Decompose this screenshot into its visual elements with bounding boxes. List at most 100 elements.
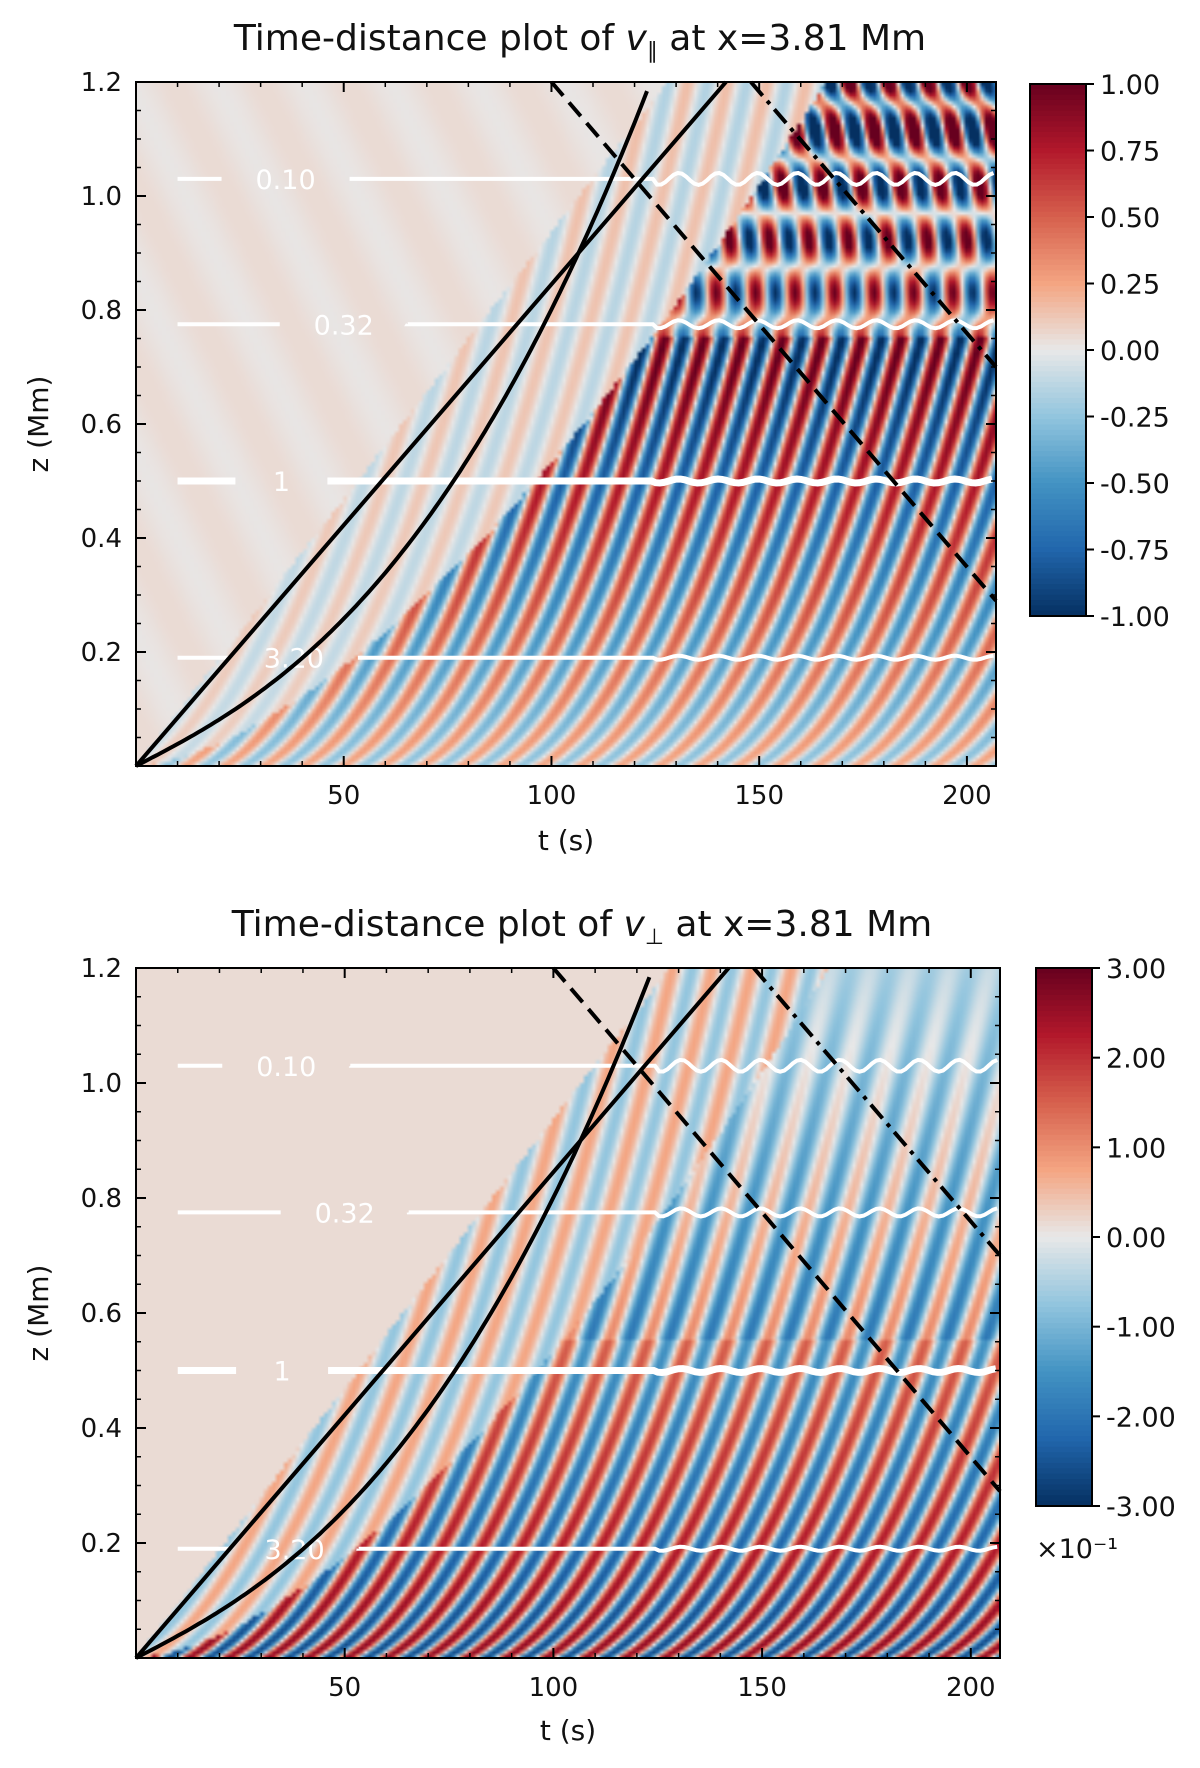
colorbar-segment xyxy=(1030,243,1086,250)
colorbar-segment xyxy=(1036,1247,1092,1254)
colorbar-segment xyxy=(1030,270,1086,277)
colorbar-tick-label: -3.00 xyxy=(1106,1492,1176,1523)
colorbar-segment xyxy=(1036,1339,1092,1346)
colorbar-segment xyxy=(1030,147,1086,154)
colorbar-segment xyxy=(1036,994,1092,1001)
colorbar-segment xyxy=(1030,105,1086,112)
colorbar-segment xyxy=(1036,1220,1092,1227)
x-tick-label: 100 xyxy=(529,1673,579,1703)
colorbar-segment xyxy=(1030,179,1086,186)
title-subscript: ⊥ xyxy=(645,925,664,950)
colorbar-segment xyxy=(1030,195,1086,202)
colorbar-segment xyxy=(1036,1355,1092,1362)
colorbar-segment xyxy=(1030,413,1086,420)
colorbar-segment xyxy=(1030,115,1086,122)
colorbar-segment xyxy=(1030,238,1086,245)
colorbar-segment xyxy=(1036,1167,1092,1174)
colorbar-segment xyxy=(1030,557,1086,564)
colorbar-segment xyxy=(1030,445,1086,452)
colorbar-segment xyxy=(1030,264,1086,271)
colorbar-segment xyxy=(1030,530,1086,537)
colorbar-segment xyxy=(1036,1258,1092,1265)
colorbar-segment xyxy=(1036,1226,1092,1233)
colorbar-segment xyxy=(1036,1134,1092,1141)
colorbar-segment xyxy=(1030,222,1086,229)
colorbar-segment xyxy=(1036,1161,1092,1168)
colorbar-segment xyxy=(1036,1349,1092,1356)
colorbar-tick-label: -1.00 xyxy=(1100,602,1170,633)
colorbar-tick-label: -2.00 xyxy=(1106,1402,1176,1433)
colorbar-segment xyxy=(1030,514,1086,521)
colorbar-segment xyxy=(1036,1468,1092,1475)
front-line-straight xyxy=(134,966,731,1660)
colorbar-segment xyxy=(1030,131,1086,138)
colorbar-segment xyxy=(1030,334,1086,340)
y-axis-label: z (Mm) xyxy=(22,376,55,473)
colorbar-segment xyxy=(1030,594,1086,601)
colorbar-tick-label: 3.00 xyxy=(1106,954,1166,985)
colorbar-segment xyxy=(1036,1274,1092,1281)
colorbar-segment xyxy=(1030,451,1086,457)
y-tick-label: 0.6 xyxy=(81,1299,122,1329)
colorbar-segment xyxy=(1036,1075,1092,1082)
colorbar-tick-label: 0.25 xyxy=(1100,270,1160,301)
contour-line xyxy=(348,1057,999,1074)
colorbar-segment xyxy=(1030,467,1086,473)
colorbar-segment xyxy=(1036,1382,1092,1389)
colorbar-segment xyxy=(1030,525,1086,532)
colorbar-segment xyxy=(1036,1301,1092,1308)
colorbar-segment xyxy=(1036,1409,1092,1416)
colorbar-segment xyxy=(1030,589,1086,596)
colorbar-segment xyxy=(1030,456,1086,463)
colorbar-segment xyxy=(1036,984,1092,991)
colorbar-segment xyxy=(1030,488,1086,495)
colorbar-tick-label: 2.00 xyxy=(1106,1044,1166,1075)
colorbar-segment xyxy=(1030,360,1086,367)
contour-label: 0.32 xyxy=(314,310,374,341)
colorbar-segment xyxy=(1030,280,1086,287)
dashdot-line xyxy=(749,80,998,369)
colorbar-segment xyxy=(1036,1360,1092,1367)
y-tick-label: 0.4 xyxy=(81,524,122,554)
colorbar-segment xyxy=(1030,137,1086,144)
colorbar-segment xyxy=(1036,1097,1092,1104)
colorbar-segment xyxy=(1036,1371,1092,1378)
colorbar-segment xyxy=(1030,568,1086,575)
contour-line xyxy=(328,1364,997,1377)
colorbar-segment xyxy=(1036,1172,1092,1179)
colorbar-segment xyxy=(1030,286,1086,293)
colorbar-segment xyxy=(1030,142,1086,149)
colorbar-tick-label: 1.00 xyxy=(1100,70,1160,101)
colorbar-segment xyxy=(1030,387,1086,394)
colorbar-segment xyxy=(1030,232,1086,239)
colorbar-segment xyxy=(1036,1290,1092,1297)
y-tick-label: 1.2 xyxy=(81,954,122,984)
colorbar-segment xyxy=(1036,1156,1092,1163)
front-line-curved xyxy=(135,90,649,768)
colorbar-tick-label: 0.50 xyxy=(1100,203,1160,234)
title-suffix: at x=3.81 Mm xyxy=(664,904,932,945)
colorbar-segment xyxy=(1030,190,1086,197)
colorbar-segment xyxy=(1036,1403,1092,1410)
colorbar-segment xyxy=(1030,600,1086,606)
colorbar-segment xyxy=(1036,1070,1092,1077)
x-axis-label: t (s) xyxy=(538,824,594,857)
heatmap-image xyxy=(136,968,1000,1658)
colorbar-segment xyxy=(1036,1086,1092,1093)
colorbar-segment xyxy=(1030,403,1086,410)
colorbar-segment xyxy=(1030,350,1086,356)
colorbar-segment xyxy=(1036,1419,1092,1426)
contour-line xyxy=(349,170,995,187)
contour-label: 0.32 xyxy=(315,1198,375,1229)
colorbar-segment xyxy=(1036,1032,1092,1039)
y-tick-label: 1.2 xyxy=(81,68,122,98)
colorbar-segment xyxy=(1030,296,1086,303)
colorbar-segment xyxy=(1030,584,1086,590)
colorbar-segment xyxy=(1030,562,1086,569)
colorbar-segment xyxy=(1036,1059,1092,1066)
colorbar-segment xyxy=(1030,291,1086,298)
colorbar-segment xyxy=(1036,1080,1092,1087)
colorbar-segment xyxy=(1030,355,1086,362)
